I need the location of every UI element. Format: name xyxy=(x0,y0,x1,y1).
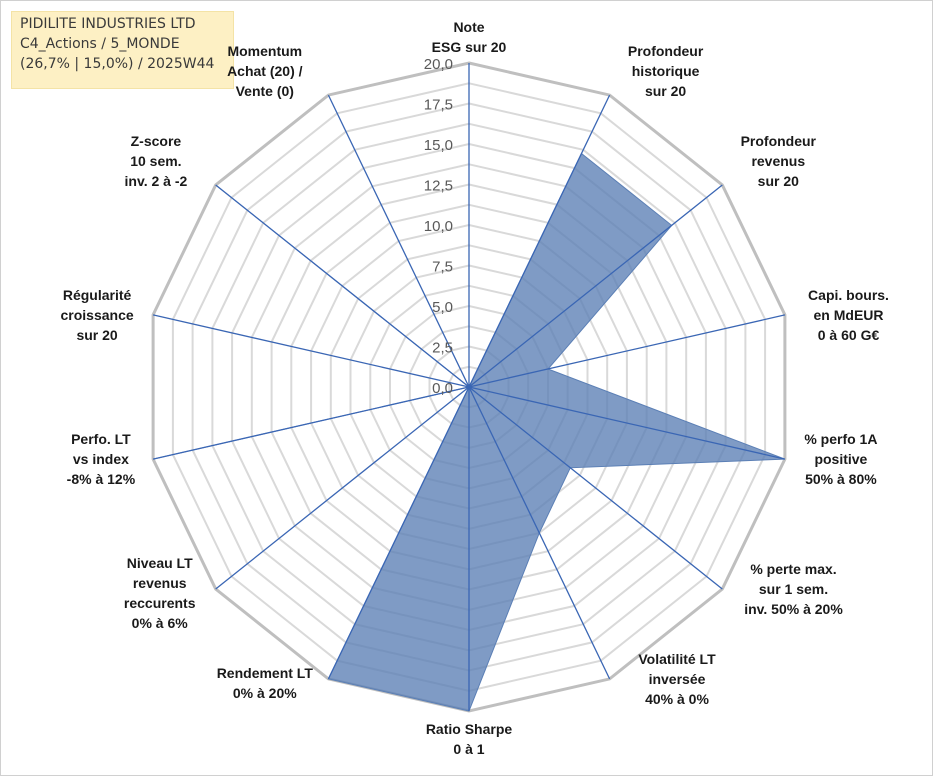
axis-label-line: Achat (20) / xyxy=(227,63,303,79)
axis-label-line: croissance xyxy=(61,307,134,323)
axis-label: Profondeur historique sur 20 xyxy=(628,43,704,99)
tick-label: 15,0 xyxy=(424,137,453,154)
axis-label-line: positive xyxy=(814,451,867,467)
axis-label-line: inversée xyxy=(649,671,706,687)
axis-spoke xyxy=(152,314,470,388)
axis-spoke xyxy=(468,386,723,590)
axis-label-line: Vente (0) xyxy=(236,83,294,99)
axis-label-line: % perte max. xyxy=(750,561,836,577)
tick-label: 0,0 xyxy=(432,380,453,397)
info-box: PIDILITE INDUSTRIES LTD C4_Actions / 5_M… xyxy=(11,11,234,89)
axis-label-line: revenus xyxy=(751,153,805,169)
axis-label: Capi. bours. en MdEUR 0 à 60 G€ xyxy=(808,287,889,343)
axis-label: Momentum Achat (20) / Vente (0) xyxy=(227,43,303,99)
axis-label-line: Régularité xyxy=(63,287,132,303)
axis-label-line: 50% à 80% xyxy=(805,471,877,487)
axis-label-line: revenus xyxy=(133,575,187,591)
tick-label: 20,0 xyxy=(424,56,453,73)
axis-spoke xyxy=(215,386,470,590)
tick-label: 10,0 xyxy=(424,218,453,235)
axis-label-line: 40% à 0% xyxy=(645,691,709,707)
axis-spoke xyxy=(215,184,470,388)
axis-label: % perte max. sur 1 sem. inv. 50% à 20% xyxy=(744,561,843,617)
axis-spoke xyxy=(468,386,611,680)
axis-label-line: 0% à 20% xyxy=(233,685,297,701)
axis-label-line: Capi. bours. xyxy=(808,287,889,303)
axis-label: Niveau LT revenus reccurents 0% à 6% xyxy=(124,555,196,631)
axis-spoke xyxy=(152,386,470,460)
axis-label: Rendement LT 0% à 20% xyxy=(217,665,314,701)
axis-label-line: Note xyxy=(453,19,484,35)
axis-label-line: 0% à 6% xyxy=(132,615,189,631)
axis-label-line: sur 1 sem. xyxy=(759,581,828,597)
info-stats: (26,7% | 15,0%) / 2025W44 xyxy=(20,56,215,72)
axis-label-line: Niveau LT xyxy=(127,555,193,571)
axis-label: Note ESG sur 20 xyxy=(432,19,507,55)
axis-spoke xyxy=(327,94,470,388)
axis-spoke xyxy=(468,314,786,388)
axis-label-line: 0 à 60 G€ xyxy=(818,327,880,343)
axis-label: Ratio Sharpe 0 à 1 xyxy=(426,721,513,757)
axis-label-line: % perfo 1A xyxy=(804,431,877,447)
axis-label: Profondeur revenus sur 20 xyxy=(741,133,817,189)
axis-label-line: vs index xyxy=(73,451,129,467)
axis-label: Z-score 10 sem. inv. 2 à -2 xyxy=(125,133,188,189)
axis-label-line: Ratio Sharpe xyxy=(426,721,513,737)
axis-label-line: inv. 50% à 20% xyxy=(744,601,843,617)
axis-label: Perfo. LT vs index -8% à 12% xyxy=(67,431,136,487)
axis-label-line: Profondeur xyxy=(628,43,704,59)
axis-label-line: Profondeur xyxy=(741,133,817,149)
axis-label-line: ESG sur 20 xyxy=(432,39,507,55)
axis-label-line: sur 20 xyxy=(758,173,799,189)
axis-label-line: Perfo. LT xyxy=(71,431,131,447)
axis-label-line: 0 à 1 xyxy=(453,741,484,757)
tick-label: 5,0 xyxy=(432,299,453,316)
tick-label: 7,5 xyxy=(432,259,453,276)
axis-label-line: 10 sem. xyxy=(130,153,181,169)
tick-label: 12,5 xyxy=(424,178,453,195)
axis-label: % perfo 1A positive 50% à 80% xyxy=(804,431,877,487)
axis-label: Régularité croissance sur 20 xyxy=(61,287,134,343)
axis-spoke xyxy=(468,386,786,460)
info-company: PIDILITE INDUSTRIES LTD xyxy=(20,16,196,32)
axis-spoke xyxy=(468,94,611,388)
axis-label-line: reccurents xyxy=(124,595,196,611)
axis-label-line: -8% à 12% xyxy=(67,471,136,487)
axis-label-line: historique xyxy=(632,63,700,79)
info-category: C4_Actions / 5_MONDE xyxy=(20,36,180,52)
axis-label-line: sur 20 xyxy=(645,83,686,99)
axis-spoke xyxy=(468,184,723,388)
axis-label-line: Momentum xyxy=(227,43,302,59)
axis-label-line: inv. 2 à -2 xyxy=(125,173,188,189)
tick-label: 2,5 xyxy=(432,340,453,357)
tick-label: 17,5 xyxy=(424,97,453,114)
axis-label-line: sur 20 xyxy=(76,327,117,343)
axis-label-line: Volatilité LT xyxy=(638,651,716,667)
axis-label: Volatilité LT inversée 40% à 0% xyxy=(638,651,716,707)
axis-label-line: Rendement LT xyxy=(217,665,314,681)
axis-label-line: Z-score xyxy=(131,133,182,149)
axis-label-line: en MdEUR xyxy=(814,307,884,323)
axis-spoke xyxy=(327,386,470,680)
